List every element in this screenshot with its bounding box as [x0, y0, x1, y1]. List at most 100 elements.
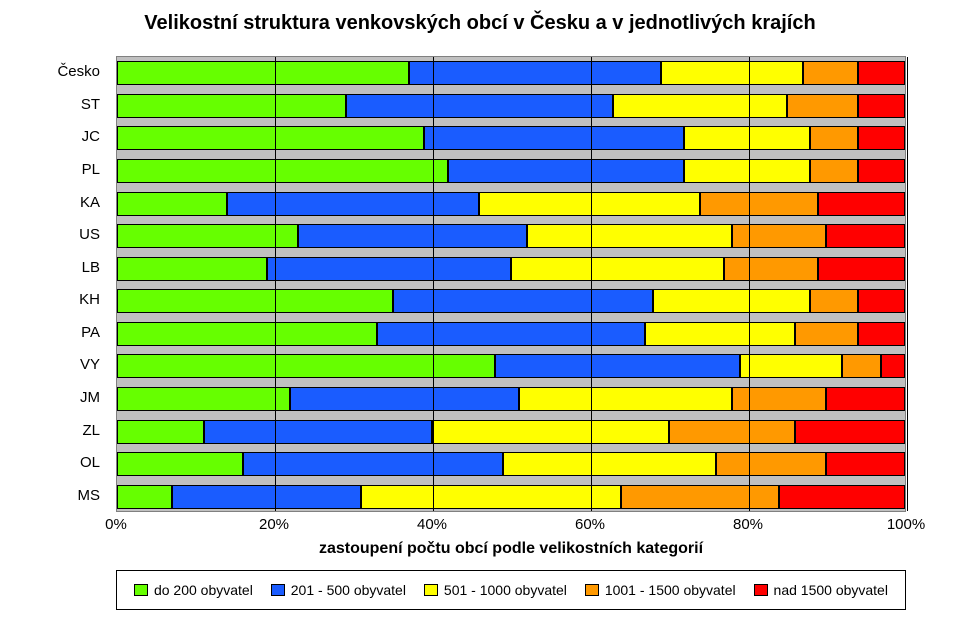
bar-segment: [621, 485, 779, 509]
bar-segment: [117, 94, 346, 118]
bars-wrap: [117, 57, 905, 511]
y-tick-label: PL: [0, 158, 100, 182]
bar-segment: [613, 94, 786, 118]
bar-segment: [117, 192, 227, 216]
bar-segment: [795, 420, 905, 444]
bar-segment: [858, 126, 905, 150]
bar-row: [117, 387, 905, 411]
bar-segment: [267, 257, 511, 281]
bar-segment: [787, 94, 858, 118]
bar-segment: [117, 159, 448, 183]
bar-row: [117, 354, 905, 378]
bar-segment: [117, 289, 393, 313]
x-tick-label: 20%: [259, 516, 289, 533]
y-tick-label: ZL: [0, 419, 100, 443]
bar-segment: [479, 192, 700, 216]
bar-segment: [881, 354, 905, 378]
bar-row: [117, 289, 905, 313]
bar-segment: [842, 354, 881, 378]
bar-segment: [290, 387, 519, 411]
y-tick-label: KH: [0, 288, 100, 312]
gridline: [591, 57, 592, 511]
bar-segment: [495, 354, 739, 378]
x-tick-label: 0%: [105, 516, 127, 533]
bar-segment: [527, 224, 732, 248]
y-tick-label: KA: [0, 191, 100, 215]
bar-segment: [519, 387, 732, 411]
x-tick-label: 60%: [575, 516, 605, 533]
bar-segment: [669, 420, 795, 444]
bar-segment: [700, 192, 818, 216]
bar-segment: [826, 452, 905, 476]
gridline: [749, 57, 750, 511]
y-tick-label: OL: [0, 451, 100, 475]
bar-segment: [117, 485, 172, 509]
bar-segment: [377, 322, 645, 346]
bar-segment: [243, 452, 503, 476]
bar-segment: [645, 322, 795, 346]
bar-segment: [684, 126, 810, 150]
chart-title: Velikostní struktura venkovských obcí v …: [0, 12, 960, 35]
legend-item: 501 - 1000 obyvatel: [424, 582, 567, 598]
bar-row: [117, 257, 905, 281]
x-tick-label: 80%: [733, 516, 763, 533]
plot-area: [116, 56, 906, 512]
y-tick-label: LB: [0, 256, 100, 280]
legend-swatch: [134, 584, 148, 596]
y-tick-label: MS: [0, 484, 100, 508]
bar-row: [117, 224, 905, 248]
bar-segment: [684, 159, 810, 183]
chart-container: Velikostní struktura venkovských obcí v …: [0, 0, 960, 625]
bar-row: [117, 420, 905, 444]
x-tick-label: 100%: [887, 516, 925, 533]
bar-segment: [810, 289, 857, 313]
bar-segment: [172, 485, 361, 509]
bar-segment: [346, 94, 614, 118]
legend-item: do 200 obyvatel: [134, 582, 253, 598]
bar-segment: [810, 126, 857, 150]
bar-row: [117, 61, 905, 85]
bar-segment: [818, 192, 905, 216]
bar-row: [117, 126, 905, 150]
y-tick-label: VY: [0, 353, 100, 377]
bar-segment: [361, 485, 621, 509]
legend-label: 501 - 1000 obyvatel: [444, 582, 567, 598]
bar-segment: [810, 159, 857, 183]
legend-swatch: [271, 584, 285, 596]
bar-segment: [204, 420, 433, 444]
x-tick-label: 40%: [417, 516, 447, 533]
y-tick-label: JM: [0, 386, 100, 410]
bar-row: [117, 322, 905, 346]
y-axis-labels: ČeskoSTJCPLKAUSLBKHPAVYJMZLOLMS: [0, 56, 110, 512]
bar-segment: [409, 61, 661, 85]
bar-segment: [117, 224, 298, 248]
legend-label: 1001 - 1500 obyvatel: [605, 582, 736, 598]
x-axis-labels: 0%20%40%60%80%100%: [116, 516, 906, 536]
bar-segment: [858, 159, 905, 183]
bar-segment: [858, 322, 905, 346]
bar-segment: [117, 354, 495, 378]
bar-segment: [503, 452, 716, 476]
bar-segment: [298, 224, 527, 248]
x-axis-title: zastoupení počtu obcí podle velikostních…: [116, 540, 906, 558]
bar-segment: [716, 452, 826, 476]
y-tick-label: JC: [0, 125, 100, 149]
bar-segment: [117, 126, 424, 150]
bar-segment: [448, 159, 684, 183]
bar-segment: [740, 354, 842, 378]
bar-segment: [432, 420, 668, 444]
bar-segment: [795, 322, 858, 346]
bar-segment: [424, 126, 684, 150]
gridline: [907, 57, 908, 511]
y-tick-label: ST: [0, 93, 100, 117]
bar-segment: [511, 257, 724, 281]
bar-segment: [732, 224, 827, 248]
gridline: [275, 57, 276, 511]
bar-segment: [117, 61, 409, 85]
legend-label: 201 - 500 obyvatel: [291, 582, 406, 598]
bar-segment: [117, 257, 267, 281]
legend-item: 201 - 500 obyvatel: [271, 582, 406, 598]
bar-segment: [117, 322, 377, 346]
y-tick-label: US: [0, 223, 100, 247]
legend-label: do 200 obyvatel: [154, 582, 253, 598]
